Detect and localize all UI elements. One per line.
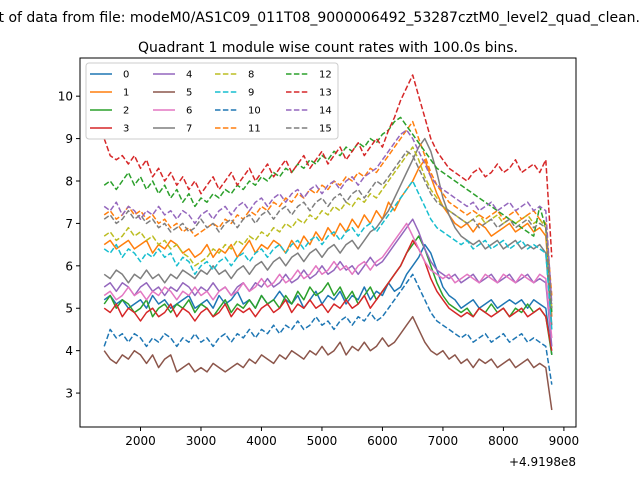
x-tick-label: 4000 [246, 434, 277, 448]
series-line-8 [103, 146, 553, 309]
x-tick-label: 5000 [307, 434, 338, 448]
x-tick-label: 6000 [367, 434, 398, 448]
legend-label-7: 7 [186, 124, 192, 135]
series-line-11 [103, 120, 553, 296]
legend-label-12: 12 [319, 70, 332, 81]
series-line-13 [103, 74, 553, 258]
x-tick-label: 3000 [186, 434, 217, 448]
y-tick-label: 9 [65, 132, 73, 146]
legend-label-3: 3 [123, 124, 129, 135]
x-tick-label: 2000 [125, 434, 156, 448]
chart-title: Quadrant 1 module wise count rates with … [138, 40, 518, 56]
x-tick-label: 8000 [488, 434, 519, 448]
y-tick-label: 5 [65, 302, 73, 316]
plot-lines [103, 74, 553, 411]
x-offset-label: +4.9198e8 [509, 455, 576, 469]
legend-label-0: 0 [123, 70, 129, 81]
y-tick-label: 3 [65, 387, 73, 401]
legend-label-10: 10 [248, 106, 261, 117]
y-tick-label: 6 [65, 259, 73, 273]
axes-frame [79, 57, 577, 428]
series-line-0 [103, 243, 553, 355]
legend-label-11: 11 [248, 124, 261, 135]
series-line-3 [103, 239, 553, 351]
series-line-1 [103, 159, 553, 317]
legend-label-9: 9 [248, 88, 254, 99]
series-line-14 [103, 129, 553, 305]
y-tick-label: 4 [65, 344, 73, 358]
x-axis: 2000 3000 4000 5000 6000 7000 8000 9000 [125, 427, 579, 448]
y-tick-label: 10 [58, 90, 73, 104]
legend-label-2: 2 [123, 106, 129, 117]
x-tick-label: 7000 [428, 434, 459, 448]
legend-label-14: 14 [319, 106, 332, 117]
figure-suptitle: Plot of data from file: modeM0/AS1C09_01… [0, 10, 640, 26]
series-line-15 [103, 150, 553, 309]
legend-frame [85, 62, 339, 140]
legend-label-8: 8 [248, 70, 254, 81]
series-line-4 [103, 218, 553, 347]
series-line-5 [103, 315, 553, 411]
series-line-9 [103, 180, 553, 330]
legend-label-5: 5 [186, 88, 192, 99]
legend-label-15: 15 [319, 124, 332, 135]
series-line-10 [103, 273, 553, 385]
legend-label-13: 13 [319, 88, 332, 99]
legend-label-4: 4 [186, 70, 192, 81]
y-tick-label: 7 [65, 217, 73, 231]
y-tick-label: 8 [65, 175, 73, 189]
y-axis: 3 4 5 6 7 8 9 10 [58, 90, 80, 401]
x-tick-label: 9000 [549, 434, 580, 448]
legend-label-1: 1 [123, 88, 129, 99]
legend-label-6: 6 [186, 106, 192, 117]
series-line-7 [103, 137, 553, 326]
series-line-12 [103, 116, 553, 313]
series-line-6 [103, 222, 553, 338]
